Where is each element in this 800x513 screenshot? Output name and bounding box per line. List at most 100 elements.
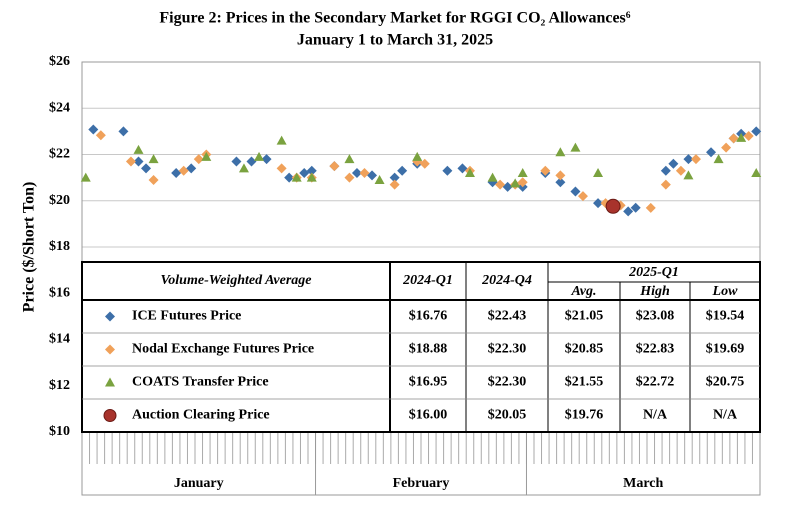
table-cell: $16.00: [409, 408, 448, 423]
diamond-marker: [577, 191, 588, 202]
diamond-marker: [728, 133, 739, 144]
diamond-marker: [457, 163, 468, 174]
circle-marker: [605, 198, 621, 214]
diamond-marker: [555, 170, 566, 181]
legend-label: Nodal Exchange Futures Price: [132, 342, 314, 357]
y-tick-label: $22: [49, 147, 70, 162]
diamond-marker: [593, 198, 604, 209]
chart-subtitle: January 1 to March 31, 2025: [297, 32, 493, 49]
triangle-marker: [133, 144, 144, 154]
table-column: 2024-Q1: [402, 273, 453, 288]
diamond-marker: [397, 165, 408, 176]
diamond-marker: [495, 179, 506, 190]
table-cell: $21.55: [565, 375, 604, 390]
triangle-marker: [713, 154, 724, 164]
table-cell: $22.83: [636, 342, 675, 357]
circle-marker: [103, 409, 117, 422]
diamond-marker: [389, 179, 400, 190]
triangle-marker: [736, 132, 747, 142]
diamond-marker: [276, 163, 287, 174]
triangle-marker: [517, 168, 528, 177]
y-tick-label: $14: [49, 332, 70, 347]
table-group: 2025-Q1: [628, 265, 679, 280]
table-cell: $16.95: [409, 375, 448, 390]
diamond-marker: [751, 126, 762, 137]
diamond-marker: [690, 154, 701, 165]
diamond-marker: [442, 165, 453, 176]
diamond-marker: [721, 142, 732, 153]
diamond-marker: [630, 202, 641, 213]
diamond-marker: [645, 202, 656, 213]
diamond-marker: [118, 126, 129, 137]
diamond-marker: [660, 165, 671, 176]
diamond-marker: [555, 177, 566, 188]
diamond-marker: [231, 156, 242, 167]
table-header: Volume-Weighted Average: [161, 273, 312, 288]
triangle-marker: [344, 154, 355, 164]
diamond-marker: [148, 174, 159, 185]
diamond-marker: [570, 186, 581, 197]
triangle-marker: [464, 168, 475, 177]
diamond-marker: [351, 168, 362, 178]
table-cell: N/A: [643, 408, 668, 423]
diamond-marker: [141, 163, 152, 174]
y-tick-label: $26: [49, 54, 70, 69]
y-tick-label: $16: [49, 285, 70, 300]
triangle-marker: [201, 151, 212, 161]
diamond-marker: [419, 158, 430, 169]
diamond-marker: [683, 154, 694, 165]
table-subcolumn: Avg.: [570, 284, 596, 299]
triangle-marker: [80, 172, 91, 182]
triangle-marker: [487, 172, 498, 182]
table-cell: $21.05: [565, 309, 604, 324]
diamond-marker: [367, 170, 378, 181]
diamond-marker: [344, 172, 355, 183]
diamond-marker: [389, 172, 400, 183]
table-cell: N/A: [713, 408, 738, 423]
table-cell: $22.43: [488, 309, 527, 324]
triangle-marker: [105, 377, 115, 387]
table-cell: $22.30: [488, 342, 527, 357]
diamond-marker: [675, 165, 686, 176]
triangle-marker: [570, 142, 581, 152]
table-cell: $19.76: [565, 408, 604, 423]
triangle-marker: [751, 168, 762, 177]
diamond-marker: [261, 154, 272, 165]
y-tick-label: $10: [49, 424, 70, 439]
table-cell: $20.05: [488, 408, 527, 423]
legend-label: Auction Clearing Price: [132, 408, 270, 423]
diamond-marker: [284, 172, 295, 183]
diamond-marker: [299, 168, 310, 178]
triangle-marker: [291, 172, 302, 182]
legend-label: COATS Transfer Price: [132, 375, 269, 390]
y-tick-label: $18: [49, 239, 70, 254]
diamond-marker: [95, 130, 106, 141]
diamond-marker: [193, 154, 204, 165]
diamond-marker: [668, 158, 679, 169]
table-cell: $16.76: [409, 309, 448, 324]
diamond-marker: [105, 344, 115, 355]
triangle-marker: [683, 170, 694, 180]
month-label: January: [174, 476, 224, 491]
table-cell: $20.85: [565, 342, 604, 357]
diamond-marker: [743, 131, 754, 141]
table-subcolumn: Low: [712, 284, 739, 299]
chart-title: Figure 2: Prices in the Secondary Market…: [159, 10, 630, 27]
diamond-marker: [329, 161, 340, 172]
diamond-marker: [517, 177, 528, 188]
table-column: 2024-Q4: [481, 273, 532, 288]
diamond-marker: [623, 206, 634, 217]
month-label: February: [393, 476, 450, 491]
triangle-marker: [254, 151, 265, 161]
diamond-marker: [359, 168, 370, 178]
y-axis-label: Price ($/Short Ton): [21, 182, 38, 313]
y-tick-label: $12: [49, 378, 70, 393]
triangle-marker: [148, 154, 159, 164]
diamond-marker: [125, 156, 136, 167]
table-cell: $22.30: [488, 375, 527, 390]
diamond-marker: [246, 156, 257, 167]
table-cell: $23.08: [636, 309, 675, 324]
triangle-marker: [555, 147, 566, 157]
triangle-marker: [306, 172, 317, 182]
